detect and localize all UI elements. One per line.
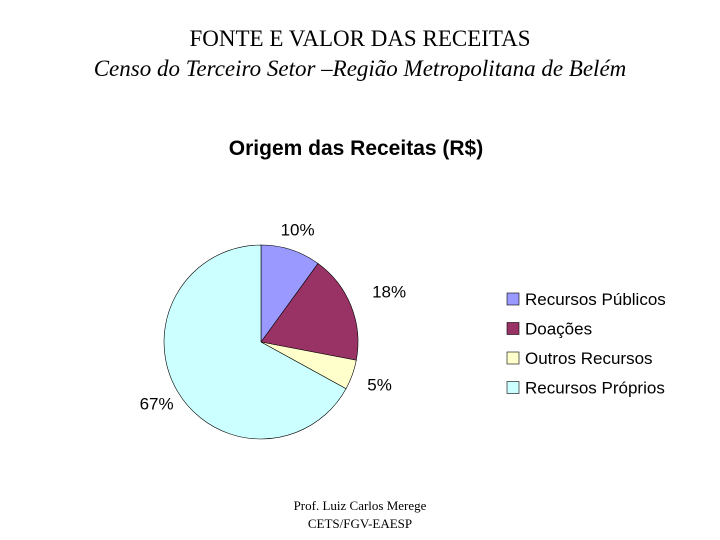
footer: Prof. Luiz Carlos Merege CETS/FGV-EAESP	[0, 497, 720, 533]
legend-swatch-recursos-proprios	[506, 381, 520, 394]
chart-title: Origem das Receitas (R$)	[229, 137, 483, 160]
pie-slices	[163, 244, 359, 440]
legend-swatch-recursos-publicos	[506, 292, 520, 306]
pie-percent-labels: 10% 18% 5% 67%	[140, 221, 407, 414]
footer-institution: CETS/FGV-EAESP	[307, 516, 413, 531]
pie-slice-doacoes	[260, 263, 359, 361]
pie-slice-recursos-proprios	[163, 244, 347, 440]
slide-title-line2: Censo do Terceiro Setor –Região Metropol…	[93, 56, 627, 81]
legend-label-outros-recursos: Outros Recursos	[525, 349, 653, 368]
legend-swatch-doacoes	[506, 322, 520, 335]
percent-label-recursos-publicos: 10%	[281, 221, 315, 240]
slide-title: FONTE E VALOR DAS RECEITAS Censo do Terc…	[0, 24, 720, 84]
legend-swatch-outros-recursos	[506, 351, 520, 365]
legend-label-doacoes: Doações	[525, 320, 592, 339]
percent-label-recursos-proprios: 67%	[140, 395, 174, 414]
chart-legend: Recursos Públicos Doações Outros Recursos R…	[506, 290, 666, 398]
slide-title-line1: FONTE E VALOR DAS RECEITAS	[189, 26, 531, 51]
legend-label-recursos-publicos: Recursos Públicos	[525, 290, 666, 309]
legend-label-recursos-proprios: Recursos Próprios	[525, 379, 665, 398]
percent-label-doacoes: 18%	[372, 282, 406, 301]
footer-author: Prof. Luiz Carlos Merege	[293, 498, 427, 513]
percent-label-outros-recursos: 5%	[367, 376, 392, 395]
